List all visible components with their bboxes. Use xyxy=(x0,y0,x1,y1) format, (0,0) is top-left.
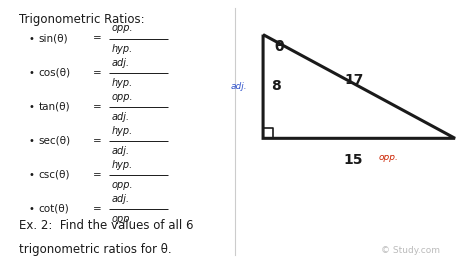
Text: Trigonometric Ratios:: Trigonometric Ratios: xyxy=(19,13,145,26)
Text: adj.: adj. xyxy=(111,112,129,122)
Text: cot(θ): cot(θ) xyxy=(39,204,70,214)
Text: opp.: opp. xyxy=(111,180,133,190)
Text: opp.: opp. xyxy=(111,92,133,102)
Text: 8: 8 xyxy=(271,80,281,93)
Text: sin(θ): sin(θ) xyxy=(39,34,68,44)
Text: opp.: opp. xyxy=(111,23,133,34)
Text: hyp.: hyp. xyxy=(111,44,133,54)
Text: cos(θ): cos(θ) xyxy=(39,68,71,78)
Text: =: = xyxy=(92,68,101,78)
Text: =: = xyxy=(92,204,101,214)
Text: trigonometric ratios for θ.: trigonometric ratios for θ. xyxy=(19,243,172,256)
Text: tan(θ): tan(θ) xyxy=(39,102,71,112)
Text: adj.: adj. xyxy=(111,194,129,204)
Text: adj.: adj. xyxy=(111,57,129,68)
Text: adj.: adj. xyxy=(231,82,247,91)
Text: opp.: opp. xyxy=(378,153,398,162)
Text: hyp.: hyp. xyxy=(111,160,133,170)
Text: •: • xyxy=(28,136,34,146)
Text: 17: 17 xyxy=(345,73,364,87)
Text: •: • xyxy=(28,102,34,112)
Text: © Study.com: © Study.com xyxy=(381,246,439,255)
Text: θ: θ xyxy=(274,40,283,53)
Text: 15: 15 xyxy=(343,153,363,167)
Text: opp.: opp. xyxy=(111,214,133,224)
Text: sec(θ): sec(θ) xyxy=(39,136,71,146)
Text: adj.: adj. xyxy=(111,146,129,156)
Text: =: = xyxy=(92,102,101,112)
Text: •: • xyxy=(28,170,34,180)
Text: •: • xyxy=(28,204,34,214)
Text: hyp.: hyp. xyxy=(111,126,133,136)
Text: •: • xyxy=(28,34,34,44)
Text: csc(θ): csc(θ) xyxy=(39,170,70,180)
Text: hyp.: hyp. xyxy=(111,78,133,88)
Text: =: = xyxy=(92,34,101,44)
Text: Ex. 2:  Find the values of all 6: Ex. 2: Find the values of all 6 xyxy=(19,219,193,232)
Text: =: = xyxy=(92,136,101,146)
Text: •: • xyxy=(28,68,34,78)
Text: =: = xyxy=(92,170,101,180)
